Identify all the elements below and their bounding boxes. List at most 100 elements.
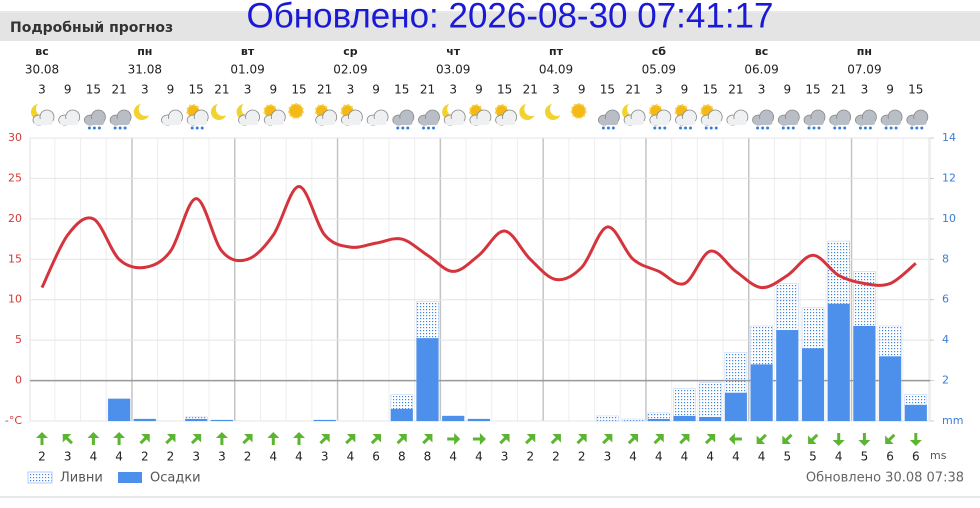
weather-icon [340, 104, 363, 126]
update-overlay: Обновлено: 2026-08-30 07:41:17 [247, 0, 774, 35]
day-name: вс [755, 45, 768, 58]
wind-speed: 5 [861, 450, 869, 464]
day-date: 31.08 [128, 63, 162, 77]
precip-bar [673, 415, 696, 421]
precip-bar [467, 418, 490, 421]
wind-speed: 3 [501, 450, 509, 464]
rain-drop [714, 126, 718, 130]
weather-icon [880, 109, 903, 130]
rain-drop [611, 126, 615, 130]
wind-arrow [293, 432, 305, 445]
rain-drop [653, 126, 657, 130]
hour-label: 3 [347, 83, 355, 97]
cloud-part [239, 119, 259, 125]
day-name: чт [446, 45, 461, 58]
wind-arrow [499, 434, 510, 445]
hour-label: 9 [167, 83, 175, 97]
rain-drop [427, 126, 430, 130]
sun [288, 103, 304, 119]
wind-arrow [190, 434, 202, 445]
y2-tick-label: 4 [942, 333, 949, 346]
wind-arrow [165, 434, 176, 445]
weather-icon [392, 109, 415, 130]
rain-drop [817, 126, 821, 130]
wind-speed: 4 [475, 450, 483, 464]
wind-arrow [808, 433, 819, 444]
precip-bar [133, 418, 156, 421]
rain-drop [396, 126, 400, 130]
cloud-part [496, 119, 516, 125]
day-name: пн [857, 45, 872, 58]
precip-bar [390, 408, 413, 421]
weather-icon [726, 109, 749, 126]
hour-label: 9 [783, 83, 791, 97]
wind-speed: 4 [681, 450, 689, 464]
precip-bar [750, 364, 773, 421]
wind-arrow [627, 434, 639, 445]
precip-bar [416, 338, 439, 421]
wind-arrow [215, 432, 228, 445]
hour-label: 3 [552, 83, 560, 97]
wind-speed: 3 [192, 450, 200, 464]
wind-speed: 4 [655, 450, 663, 464]
hour-label: 9 [578, 83, 586, 97]
cloud-part [162, 119, 182, 125]
y-tick-label: -°C [5, 414, 22, 427]
hour-label: 15 [805, 83, 820, 97]
rain-drop [894, 126, 898, 130]
cloud-part [830, 119, 850, 125]
rain-drop [812, 126, 816, 130]
shower-bar [621, 418, 645, 422]
arrow-head [215, 432, 228, 438]
hour-label: 9 [475, 83, 483, 97]
arrow-head [909, 440, 922, 446]
y2-tick-label: 8 [942, 252, 949, 265]
rain-drop [689, 126, 692, 130]
hour-label: 9 [886, 83, 894, 97]
hour-label: 3 [861, 83, 869, 97]
hour-label: 9 [681, 83, 689, 97]
rain-drop [761, 126, 765, 130]
cloud-part [727, 119, 747, 125]
shower-bar [596, 415, 619, 422]
hour-label: 21 [420, 83, 435, 97]
wind-speed: 2 [526, 450, 534, 464]
wind-arrow [653, 434, 664, 445]
hour-label: 9 [372, 83, 380, 97]
wind-arrow [345, 434, 356, 445]
rain-drop [401, 126, 405, 130]
y-tick-label: 25 [8, 171, 22, 184]
wind-speed: 5 [809, 450, 817, 464]
rain-drop [87, 126, 91, 130]
cloud-part [650, 119, 670, 125]
wind-speed: 4 [295, 450, 303, 464]
rain-drop [884, 126, 888, 130]
temperature-line [40, 185, 917, 290]
wind-arrow [909, 433, 922, 446]
precip-bar [853, 325, 876, 421]
rain-drop [709, 126, 713, 130]
hour-label: 21 [523, 83, 538, 97]
arrow-head [479, 433, 486, 445]
rain-drop [406, 126, 410, 130]
rain-drop [756, 126, 760, 130]
y-tick-label: 10 [8, 293, 22, 306]
rain-drop [863, 126, 867, 130]
wind-speed: 4 [758, 450, 766, 464]
hour-label: 21 [111, 83, 126, 97]
wind-speed: 8 [424, 450, 432, 464]
weather-icon [906, 109, 929, 130]
cloud-part [111, 119, 131, 125]
weather-icon [752, 109, 774, 130]
y2-tick-label: 6 [942, 293, 949, 306]
weather-icon [418, 109, 440, 130]
weather-icon [263, 104, 286, 126]
wind-speed: 4 [115, 450, 123, 464]
weather-icon [133, 102, 153, 120]
wind-speed: 2 [244, 450, 252, 464]
day-date: 30.08 [25, 63, 59, 77]
rain-drop [786, 126, 790, 130]
cloud-part [470, 119, 490, 125]
wind-speed: 6 [372, 450, 380, 464]
